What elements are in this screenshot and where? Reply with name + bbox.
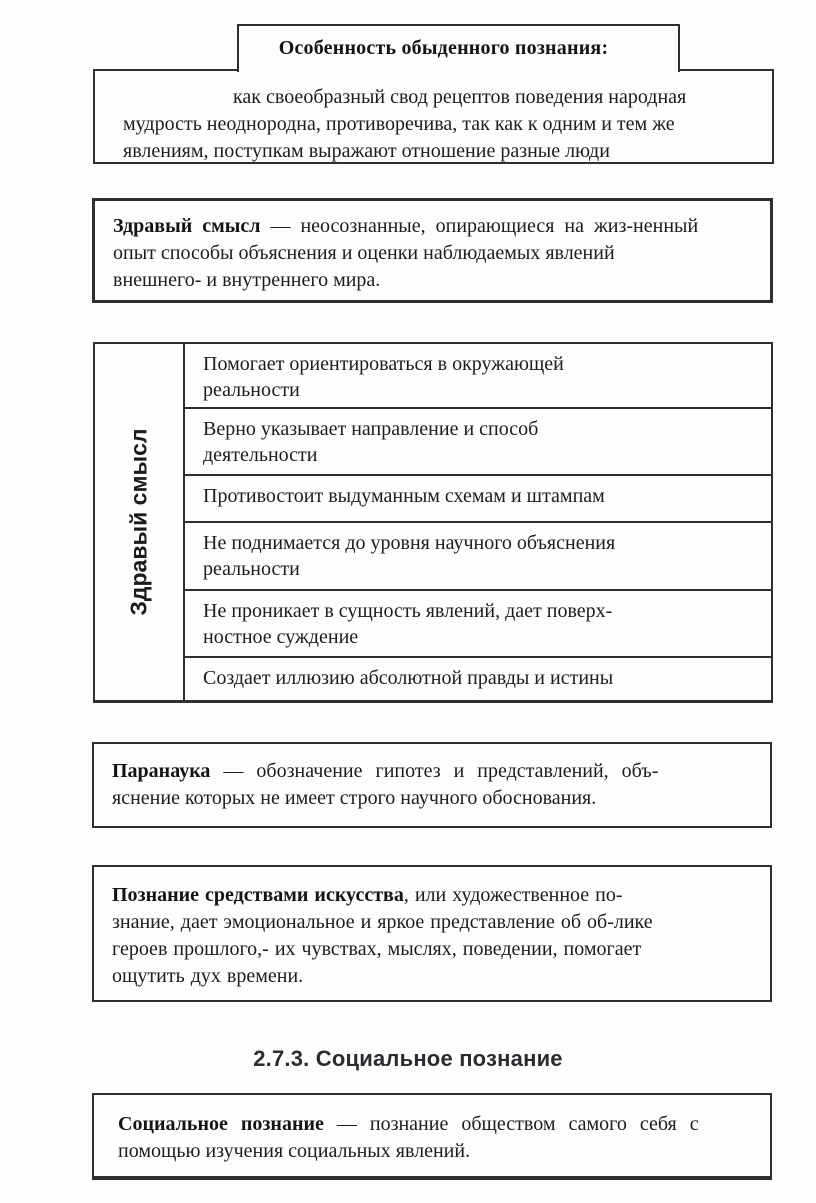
table-row-text: Верно указывает направление и способ дея… xyxy=(203,418,539,466)
table-row: Верно указывает направление и способ дея… xyxy=(185,409,771,476)
term-common-sense: Здравый смысл xyxy=(113,215,261,237)
table-row: Противостоит выдуманным схемам и штампам xyxy=(185,476,771,523)
definition-box-art: Познание средствами искусства, или худож… xyxy=(92,865,772,1002)
table-row: Помогает ориентироваться в окружающей ре… xyxy=(185,344,771,409)
definition-text-parascience: Паранаука — обозначение гипотез и предст… xyxy=(94,744,770,812)
table-header-cell: Здравый смысл xyxy=(95,344,185,700)
definition-rest-art: , или художественное по- знание, дает эм… xyxy=(112,884,653,987)
table-row-text: Не проникает в сущность явлений, дает по… xyxy=(203,600,613,648)
table-row: Не проникает в сущность явлений, дает по… xyxy=(185,591,771,658)
term-parascience: Паранаука xyxy=(112,760,211,782)
common-sense-table: Здравый смысл Помогает ориентироваться в… xyxy=(93,342,773,703)
table-body: Помогает ориентироваться в окружающей ре… xyxy=(185,344,771,700)
folder-tab-header: Особенность обыденного познания: xyxy=(237,24,680,72)
definition-text-art: Познание средствами искусства, или худож… xyxy=(94,867,770,990)
table-row-text: Создает иллюзию абсолютной правды и исти… xyxy=(203,667,614,689)
definition-text-social: Социальное познание — познание обществом… xyxy=(94,1095,770,1165)
definition-text-common-sense: Здравый смысл — неосознанные, опирающиес… xyxy=(95,201,770,294)
term-art: Познание средствами искусства xyxy=(112,884,404,906)
definition-rest-parascience: — обозначение гипотез и представлений, о… xyxy=(112,760,659,809)
tab-title: Особенность обыденного познания: xyxy=(278,36,609,59)
definition-box-social: Социальное познание — познание обществом… xyxy=(92,1093,772,1180)
definition-box-common-sense: Здравый смысл — неосознанные, опирающиес… xyxy=(92,198,773,303)
definition-box-parascience: Паранаука — обозначение гипотез и предст… xyxy=(92,742,772,828)
intro-text: как своеобразный свод рецептов поведения… xyxy=(123,86,687,162)
table-row: Создает иллюзию абсолютной правды и исти… xyxy=(185,658,771,701)
table-row-text: Не поднимается до уровня научного объясн… xyxy=(203,532,616,580)
definition-rest-common-sense: — неосознанные, опирающиеся на жиз-ненны… xyxy=(113,215,699,291)
table-row-text: Противостоит выдуманным схемам и штампам xyxy=(203,485,605,507)
definition-rest-social: — познание обществом самого себя с помощ… xyxy=(118,1113,699,1162)
section-heading: 2.7.3. Социальное познание xyxy=(253,1046,563,1071)
term-social: Социальное познание xyxy=(118,1113,324,1135)
table-row-text: Помогает ориентироваться в окружающей ре… xyxy=(203,353,564,401)
intro-box: как своеобразный свод рецептов поведения… xyxy=(93,69,774,164)
table-row: Не поднимается до уровня научного объясн… xyxy=(185,523,771,591)
vertical-label-common-sense: Здравый смысл xyxy=(125,428,152,616)
